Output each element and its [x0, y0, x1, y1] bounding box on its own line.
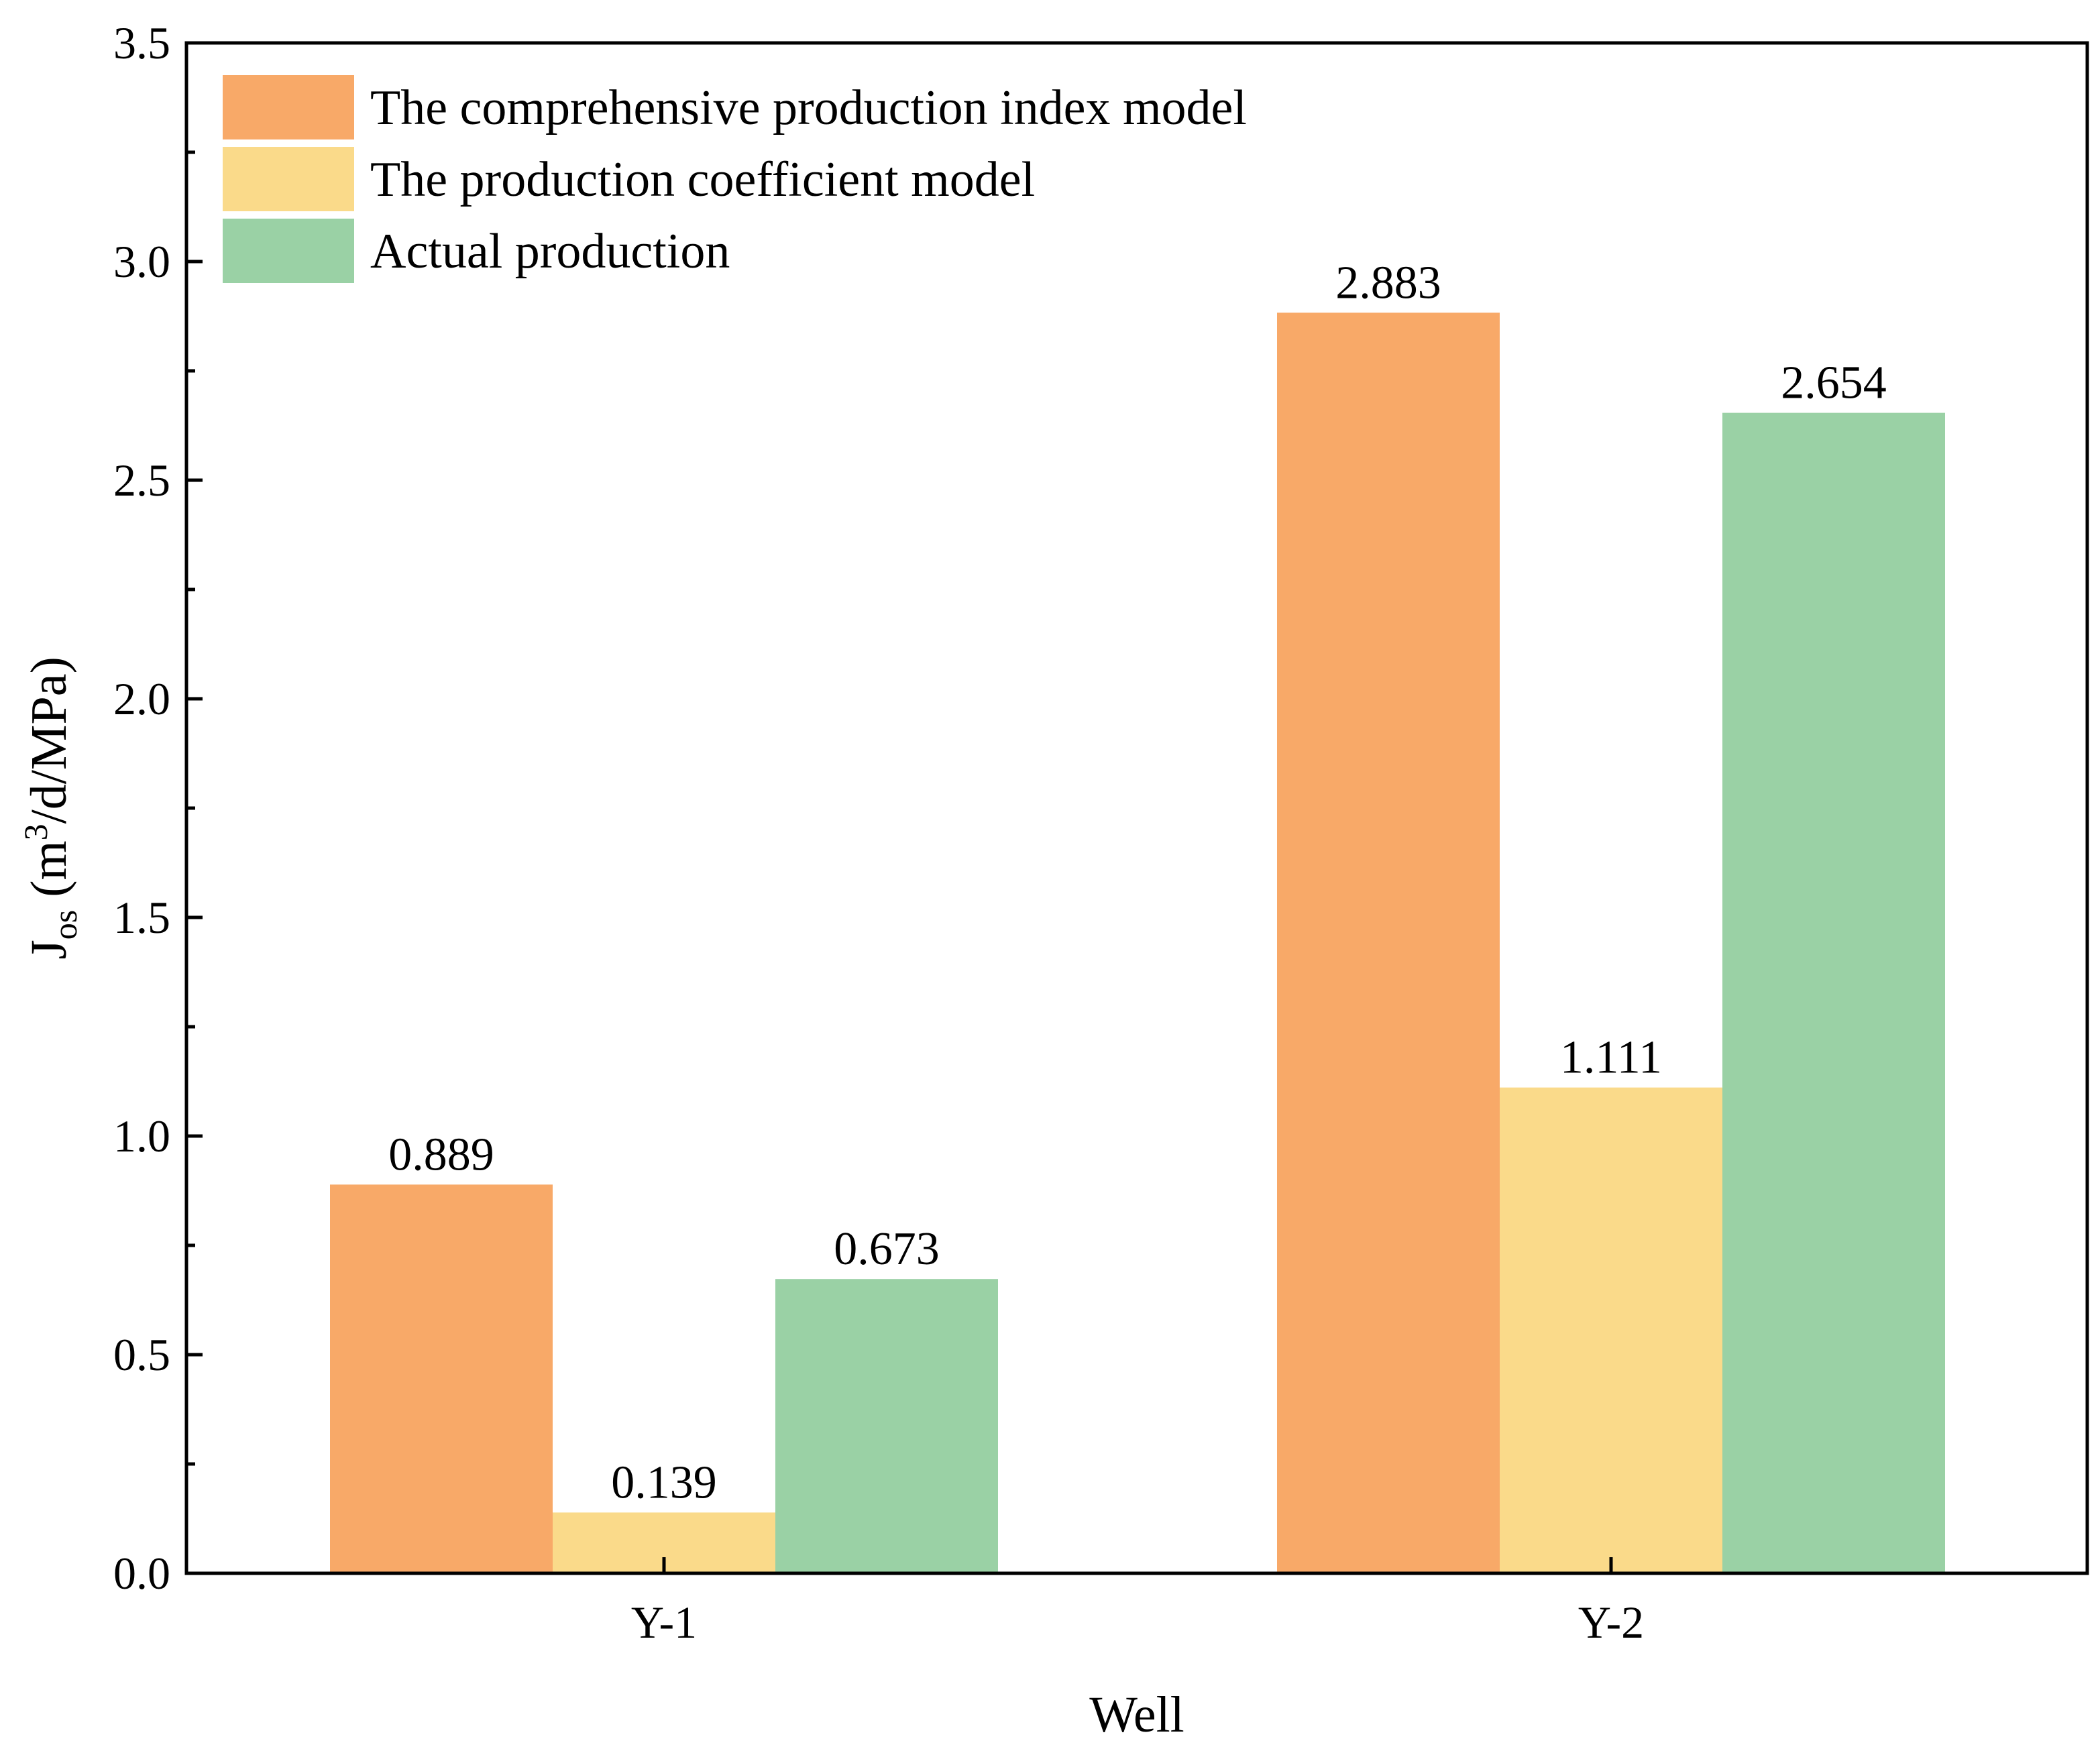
legend-swatch-series-3 — [223, 219, 354, 283]
x-axis: Y-1 Y-2 — [631, 1557, 1644, 1648]
legend: The comprehensive production index model… — [223, 75, 1247, 283]
legend-label-series-1: The comprehensive production index model — [370, 80, 1247, 135]
bars-group — [330, 313, 1945, 1574]
y-tick-label: 0.0 — [113, 1548, 170, 1599]
bar-y-2-series-2 — [1500, 1087, 1722, 1573]
x-tick-label-y-1: Y-1 — [631, 1597, 697, 1648]
data-labels-group: 0.889 0.139 0.673 2.883 1.111 2.654 — [388, 257, 1887, 1508]
x-tick-label-y-2: Y-2 — [1578, 1597, 1644, 1648]
y-axis-title-unit-open: (m — [21, 840, 77, 909]
y-tick-label: 1.5 — [113, 892, 170, 943]
y-axis-title-main: J — [21, 940, 77, 960]
y-tick-label: 3.0 — [113, 236, 170, 287]
bar-y-1-series-3 — [775, 1279, 998, 1573]
y-axis-title: Jos (m3/d/MPa) — [17, 657, 84, 960]
y-axis-title-superscript: 3 — [17, 824, 54, 840]
legend-label-series-3: Actual production — [370, 224, 730, 279]
y-tick-label: 2.5 — [113, 455, 170, 506]
y-axis: 0.0 0.5 1.0 1.5 2.0 2.5 3.0 3.5 — [113, 17, 203, 1599]
y-tick-label: 2.0 — [113, 673, 170, 724]
data-label-y-1-series-3: 0.673 — [834, 1223, 940, 1275]
y-tick-label: 1.0 — [113, 1111, 170, 1162]
legend-label-series-2: The production coefficient model — [370, 152, 1035, 207]
data-label-y-1-series-2: 0.139 — [611, 1457, 717, 1508]
y-axis-title-subscript: os — [46, 910, 84, 940]
data-label-y-1-series-1: 0.889 — [388, 1129, 494, 1180]
y-axis-title-unit-close: /d/MPa) — [21, 657, 77, 824]
bar-y-2-series-3 — [1722, 412, 1945, 1573]
data-label-y-2-series-1: 2.883 — [1335, 257, 1441, 308]
legend-swatch-series-1 — [223, 75, 354, 139]
legend-swatch-series-2 — [223, 147, 354, 211]
y-tick-label: 3.5 — [113, 17, 170, 68]
y-tick-label: 0.5 — [113, 1329, 170, 1380]
x-axis-title: Well — [1089, 1687, 1184, 1743]
data-label-y-2-series-2: 1.111 — [1560, 1032, 1662, 1084]
bar-y-2-series-1 — [1277, 313, 1500, 1574]
data-label-y-2-series-3: 2.654 — [1781, 357, 1887, 409]
bar-y-1-series-1 — [330, 1184, 553, 1573]
